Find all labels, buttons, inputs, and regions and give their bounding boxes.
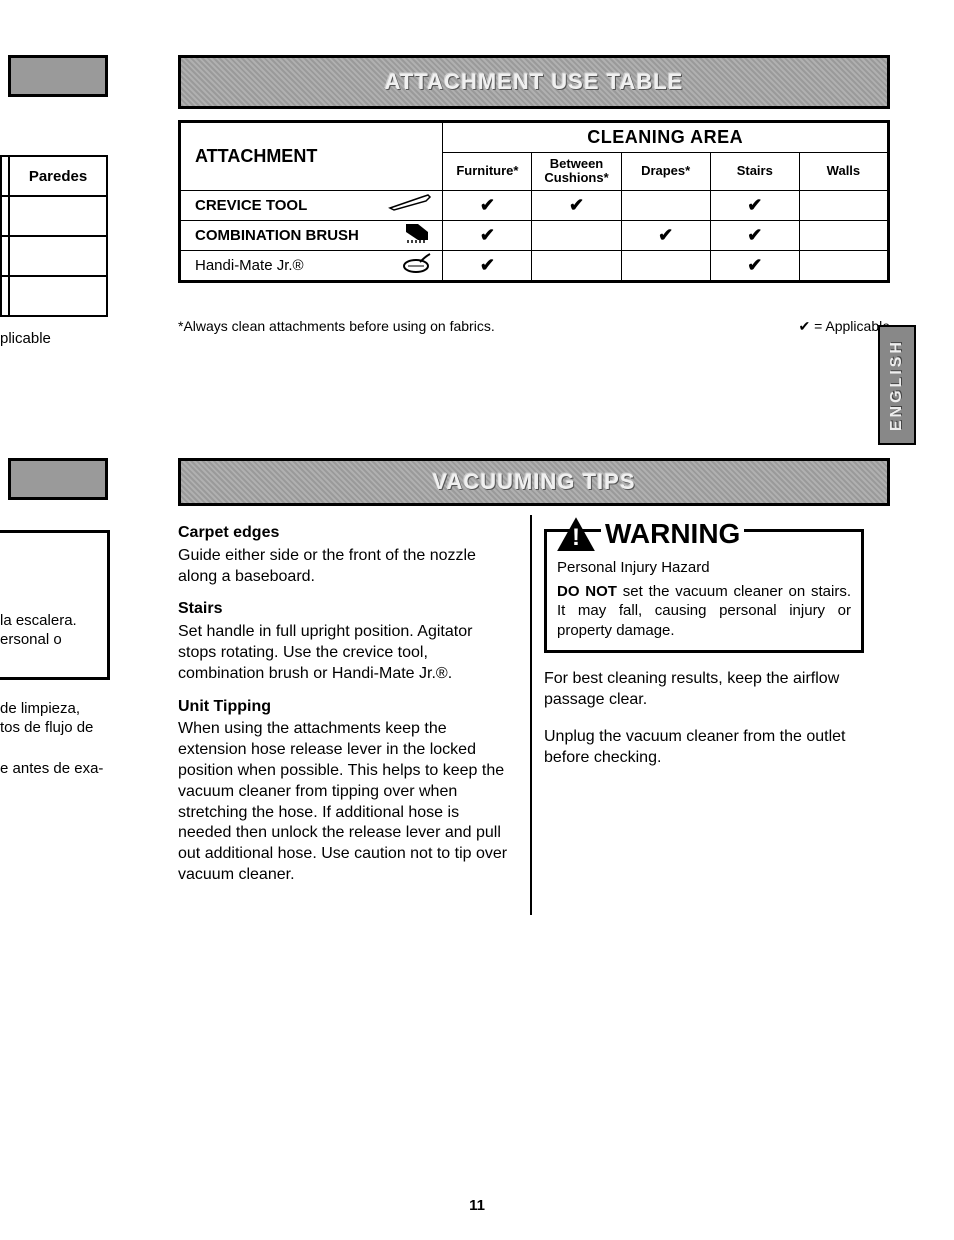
escalera-fragment: la escalera. ersonal o [0,612,77,650]
row-combo-brush: COMBINATION BRUSH [180,220,443,250]
table-footnotes: *Always clean attachments before using o… [178,318,890,335]
table-row: CREVICE TOOL ✔ ✔ ✔ [180,190,889,220]
warning-triangle-icon [557,517,595,551]
col-furniture: Furniture* [443,153,532,191]
warning-hazard: Personal Injury Hazard [557,558,851,578]
col-stairs: Stairs [710,153,799,191]
tips-left-column: Carpet edges Guide either side or the fr… [178,515,508,898]
plicable-fragment: plicable [0,330,51,349]
warning-body: DO NOT set the vacuum cleaner on stairs.… [557,582,851,641]
tip-body: Guide either side or the front of the no… [178,546,508,588]
right-para: Unplug the vacuum cleaner from the outle… [544,727,864,769]
col-cushions: Between Cushions* [532,153,621,191]
tips-right-column: WARNING Personal Injury Hazard DO NOT se… [544,515,864,898]
left-box-fragment [0,530,110,680]
tip-heading: Carpet edges [178,523,508,544]
limpieza-fragment: de limpieza, tos de flujo de [0,700,93,738]
row-crevice-tool: CREVICE TOOL [180,190,443,220]
col-walls: Walls [799,153,888,191]
paredes-cell: Paredes [9,156,107,196]
english-side-tab: ENGLISH [878,325,916,445]
row-handimate: Handi-Mate Jr.® [180,250,443,281]
tip-body: When using the attachments keep the exte… [178,719,508,885]
warning-label: WARNING [601,516,744,552]
handimate-icon [402,252,432,278]
tips-columns: Carpet edges Guide either side or the fr… [178,515,890,898]
manual-page: Paredes plicable la escalera. ersonal o … [0,0,954,1240]
warning-box: WARNING Personal Injury Hazard DO NOT se… [544,529,864,653]
exa-fragment: e antes de exa- [0,760,103,779]
tip-body: Set handle in full upright position. Agi… [178,622,508,684]
left-gray-block-2 [8,458,108,500]
table-row: COMBINATION BRUSH ✔ ✔ ✔ [180,220,889,250]
cleaning-area-header: CLEANING AREA [443,122,889,153]
table-row: Handi-Mate Jr.® ✔ ✔ [180,250,889,281]
page-number: 11 [0,1197,954,1214]
tip-heading: Unit Tipping [178,697,508,718]
combo-brush-icon [402,222,432,248]
tip-heading: Stairs [178,599,508,620]
warning-header: WARNING [557,516,851,552]
attachment-table: ATTACHMENT CLEANING AREA Furniture* Betw… [178,120,890,283]
left-cropped-table: Paredes [0,155,108,317]
col-drapes: Drapes* [621,153,710,191]
crevice-tool-icon [388,194,432,216]
attachment-use-table-header: ATTACHMENT USE TABLE [178,55,890,109]
footnote-left: *Always clean attachments before using o… [178,318,495,335]
left-gray-block-1 [8,55,108,97]
footnote-right: ✔ = Applicable [798,318,890,335]
right-para: For best cleaning results, keep the airf… [544,669,864,711]
vacuuming-tips-header: VACUUMING TIPS [178,458,890,506]
attachment-col-header: ATTACHMENT [180,122,443,191]
